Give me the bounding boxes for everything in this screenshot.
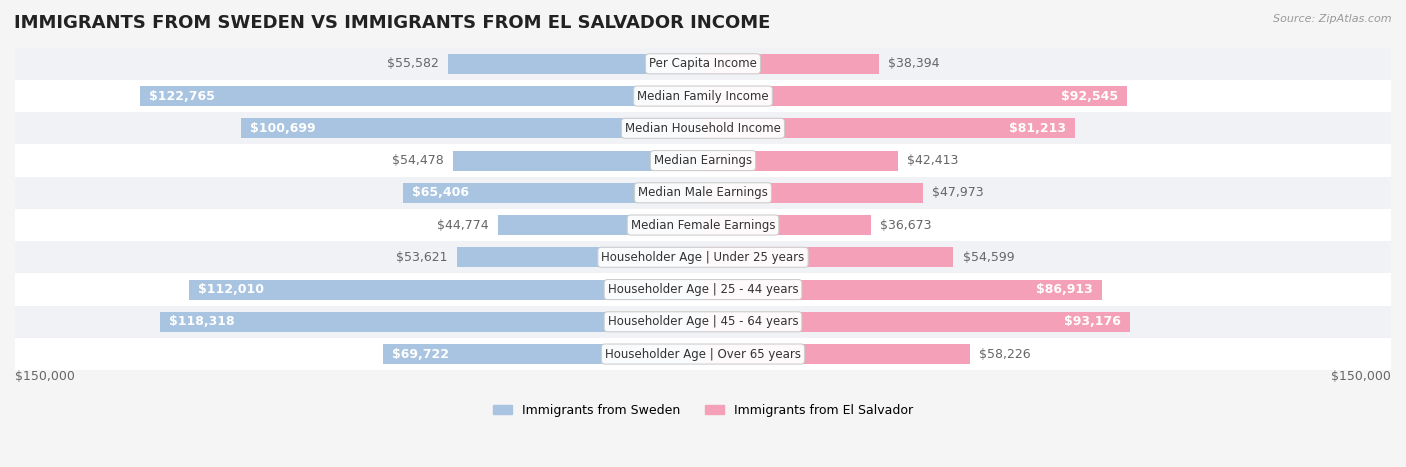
Text: Median Male Earnings: Median Male Earnings bbox=[638, 186, 768, 199]
Text: $54,599: $54,599 bbox=[963, 251, 1014, 264]
Bar bbox=[703, 248, 953, 267]
Text: Householder Age | 45 - 64 years: Householder Age | 45 - 64 years bbox=[607, 315, 799, 328]
Text: $42,413: $42,413 bbox=[907, 154, 957, 167]
Text: $112,010: $112,010 bbox=[198, 283, 264, 296]
Text: $53,621: $53,621 bbox=[396, 251, 449, 264]
Text: $81,213: $81,213 bbox=[1010, 122, 1066, 135]
Text: $93,176: $93,176 bbox=[1064, 315, 1121, 328]
Text: Median Family Income: Median Family Income bbox=[637, 90, 769, 103]
Text: $150,000: $150,000 bbox=[15, 370, 75, 383]
Text: $36,673: $36,673 bbox=[880, 219, 932, 232]
FancyBboxPatch shape bbox=[15, 80, 1391, 112]
Bar bbox=[703, 183, 922, 203]
Text: Median Earnings: Median Earnings bbox=[654, 154, 752, 167]
Bar bbox=[703, 312, 1130, 332]
Text: Householder Age | 25 - 44 years: Householder Age | 25 - 44 years bbox=[607, 283, 799, 296]
Text: $69,722: $69,722 bbox=[392, 347, 450, 361]
Text: $44,774: $44,774 bbox=[437, 219, 488, 232]
Bar bbox=[457, 248, 703, 267]
Text: Median Female Earnings: Median Female Earnings bbox=[631, 219, 775, 232]
Text: Median Household Income: Median Household Income bbox=[626, 122, 780, 135]
FancyBboxPatch shape bbox=[15, 144, 1391, 177]
Bar bbox=[703, 54, 879, 74]
Bar bbox=[449, 54, 703, 74]
Text: $92,545: $92,545 bbox=[1062, 90, 1118, 103]
Text: $122,765: $122,765 bbox=[149, 90, 215, 103]
Text: $47,973: $47,973 bbox=[932, 186, 984, 199]
FancyBboxPatch shape bbox=[15, 48, 1391, 80]
Bar bbox=[141, 86, 703, 106]
Text: $100,699: $100,699 bbox=[250, 122, 316, 135]
Text: $118,318: $118,318 bbox=[170, 315, 235, 328]
Text: $54,478: $54,478 bbox=[392, 154, 444, 167]
Text: Source: ZipAtlas.com: Source: ZipAtlas.com bbox=[1274, 14, 1392, 24]
Bar bbox=[190, 280, 703, 299]
Bar bbox=[453, 150, 703, 170]
Text: $38,394: $38,394 bbox=[889, 57, 939, 71]
Text: IMMIGRANTS FROM SWEDEN VS IMMIGRANTS FROM EL SALVADOR INCOME: IMMIGRANTS FROM SWEDEN VS IMMIGRANTS FRO… bbox=[14, 14, 770, 32]
Bar bbox=[160, 312, 703, 332]
FancyBboxPatch shape bbox=[15, 338, 1391, 370]
Bar bbox=[703, 118, 1076, 138]
Text: Householder Age | Over 65 years: Householder Age | Over 65 years bbox=[605, 347, 801, 361]
Bar bbox=[703, 86, 1128, 106]
Text: $150,000: $150,000 bbox=[1331, 370, 1391, 383]
FancyBboxPatch shape bbox=[15, 209, 1391, 241]
Bar bbox=[703, 215, 872, 235]
FancyBboxPatch shape bbox=[15, 274, 1391, 306]
FancyBboxPatch shape bbox=[15, 177, 1391, 209]
Text: $86,913: $86,913 bbox=[1036, 283, 1092, 296]
Bar bbox=[498, 215, 703, 235]
Bar bbox=[384, 344, 703, 364]
Bar bbox=[703, 280, 1102, 299]
Text: $55,582: $55,582 bbox=[387, 57, 439, 71]
Bar bbox=[240, 118, 703, 138]
Text: $65,406: $65,406 bbox=[412, 186, 470, 199]
Text: $58,226: $58,226 bbox=[979, 347, 1031, 361]
Bar bbox=[703, 344, 970, 364]
Bar bbox=[703, 150, 897, 170]
Text: Per Capita Income: Per Capita Income bbox=[650, 57, 756, 71]
Bar bbox=[404, 183, 703, 203]
Legend: Immigrants from Sweden, Immigrants from El Salvador: Immigrants from Sweden, Immigrants from … bbox=[488, 399, 918, 422]
FancyBboxPatch shape bbox=[15, 306, 1391, 338]
FancyBboxPatch shape bbox=[15, 112, 1391, 144]
Text: Householder Age | Under 25 years: Householder Age | Under 25 years bbox=[602, 251, 804, 264]
FancyBboxPatch shape bbox=[15, 241, 1391, 274]
